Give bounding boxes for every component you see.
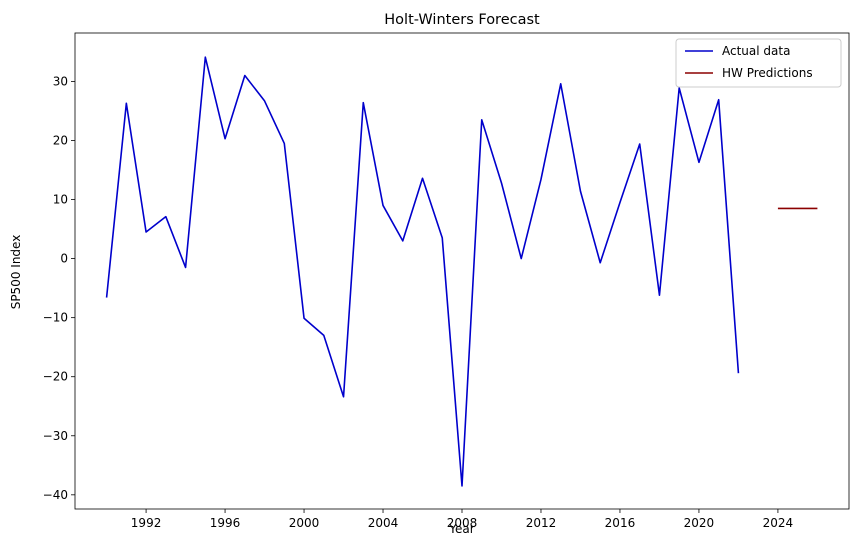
x-tick-label: 2000	[289, 516, 320, 530]
x-axis-title: Year	[448, 522, 474, 536]
legend-label: HW Predictions	[722, 66, 813, 80]
y-tick-label: 10	[53, 193, 68, 207]
x-tick-label: 2016	[605, 516, 636, 530]
legend-box	[675, 38, 842, 88]
y-tick-label: −20	[43, 370, 68, 384]
y-tick-label: 20	[53, 133, 68, 147]
y-tick-label: −30	[43, 429, 68, 443]
plot-area: 1992 1996 2000 2004 2008 2012 2016 2020 2024 −40 −…	[43, 32, 850, 530]
y-tick-label: 0	[60, 252, 68, 266]
y-tick-label: −10	[43, 311, 68, 325]
y-tick-label: 30	[53, 74, 68, 88]
plot-frame	[74, 32, 850, 510]
chart-title: Holt-Winters Forecast	[384, 12, 540, 28]
x-tick-label: 2024	[763, 516, 794, 530]
x-tick-label: 1992	[131, 516, 162, 530]
x-tick-label: 2008	[447, 516, 478, 530]
x-tick-label: 2004	[368, 516, 399, 530]
legend: Actual data HW Predictions	[675, 38, 842, 88]
y-tick-label: −40	[43, 488, 68, 502]
x-tick-label: 2012	[526, 516, 557, 530]
x-tick-label: 1996	[210, 516, 241, 530]
legend-label: Actual data	[722, 44, 790, 58]
y-axis-title: SP500 Index	[9, 235, 23, 310]
x-tick-label: 2020	[684, 516, 715, 530]
series-line-0	[105, 56, 740, 487]
